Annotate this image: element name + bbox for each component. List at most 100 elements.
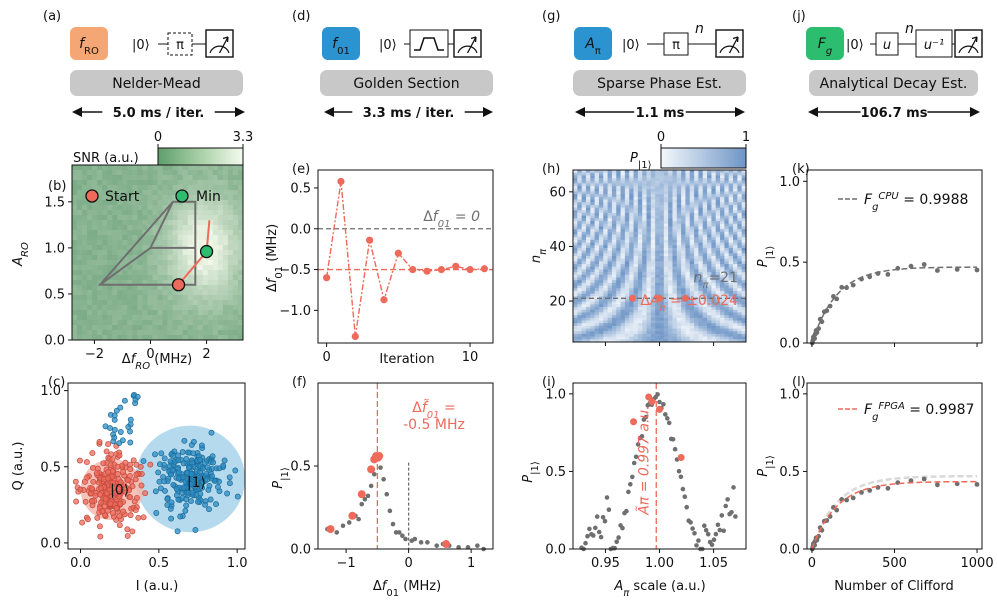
heatmap-cell [212, 305, 219, 311]
sample-point-gray [614, 539, 619, 545]
heatmap-cell [82, 305, 88, 311]
heatmap-cell [655, 328, 660, 332]
iq-point-one [198, 442, 205, 449]
heatmap-cell [142, 245, 148, 251]
heatmap-cell [92, 270, 98, 276]
heatmap-cell [77, 290, 83, 296]
heatmap-cell [573, 309, 578, 313]
heatmap-cell [637, 333, 643, 338]
heatmap-cell [737, 178, 743, 182]
heatmap-cell [685, 280, 691, 284]
x-tick-label: 1.00 [645, 556, 674, 571]
heatmap-cell [655, 172, 660, 176]
heatmap-cell [672, 269, 678, 273]
heatmap-cell [590, 204, 596, 209]
heatmap-cell [77, 300, 83, 306]
heatmap-cell [607, 207, 613, 211]
heatmap-cell [650, 301, 656, 305]
heatmap-cell [177, 180, 184, 186]
heatmap-cell [702, 266, 708, 270]
heatmap-cell [207, 295, 214, 301]
iq-point-one [162, 487, 168, 494]
heatmap-cell [167, 250, 173, 256]
heatmap-cell [685, 223, 691, 227]
heatmap-cell [672, 170, 678, 174]
heatmap-cell [590, 202, 596, 206]
heatmap-cell [650, 250, 656, 254]
heatmap-cell [607, 183, 613, 187]
heatmap-cell [577, 237, 583, 241]
sample-point-gray [711, 537, 717, 542]
heatmap-cell [603, 331, 608, 335]
heatmap-cell [92, 240, 98, 246]
heatmap-cell [603, 172, 608, 176]
heatmap-cell [659, 242, 665, 246]
heatmap-cell [685, 320, 691, 324]
heatmap-cell [152, 310, 158, 316]
heatmap-cell [92, 320, 98, 326]
heatmap-cell [737, 320, 743, 324]
heatmap-cell [237, 240, 244, 246]
heatmap-cell [162, 230, 168, 236]
heatmap-cell [137, 330, 143, 336]
heatmap-cell [616, 247, 621, 252]
iq-point-zero [72, 478, 79, 485]
heatmap-cell [650, 325, 656, 329]
heatmap-cell [620, 285, 626, 289]
heatmap-cell [681, 223, 686, 227]
heatmap-cell [715, 320, 721, 324]
heatmap-cell [681, 196, 686, 200]
heatmap-cell [650, 199, 656, 203]
heatmap-cell [207, 235, 214, 241]
iq-point-one [111, 434, 118, 441]
heatmap-cell [715, 226, 721, 230]
heatmap-cell [659, 180, 665, 184]
heatmap-cell [650, 290, 656, 295]
heatmap-cell [702, 170, 708, 174]
iq-point-one [173, 486, 180, 492]
heatmap-cell [92, 210, 98, 216]
heatmap-cell [720, 234, 725, 238]
heatmap-cell [162, 315, 168, 321]
heatmap-cell [112, 310, 118, 316]
heatmap-cell [585, 175, 591, 179]
heatmap-cell [637, 170, 643, 174]
heatmap-cell [728, 239, 734, 243]
iteration-point [337, 177, 345, 186]
heatmap-cell [698, 307, 704, 311]
iq-point-zero [109, 456, 116, 463]
heatmap-cell [694, 207, 699, 211]
heatmap-cell [702, 221, 708, 225]
heatmap-cell [707, 299, 712, 303]
heatmap-cell [707, 264, 712, 268]
heatmap-cell [681, 256, 686, 260]
heatmap-cell [720, 317, 725, 321]
sample-point-gray [390, 521, 396, 527]
heatmap-cell [137, 265, 143, 271]
heatmap-cell [698, 282, 704, 286]
clifford-point [935, 268, 940, 273]
heatmap-cell [698, 288, 704, 292]
heatmap-cell [711, 282, 717, 286]
heatmap-cell [707, 239, 712, 243]
heatmap-cell [132, 250, 138, 256]
heatmap-cell [577, 229, 583, 233]
heatmap-cell [577, 234, 583, 238]
heatmap-cell [237, 335, 244, 341]
sample-point-gray [702, 523, 707, 528]
heatmap-cell [172, 330, 179, 336]
heatmap-cell [573, 325, 578, 329]
heatmap-cell [122, 220, 128, 226]
heatmap-cell [594, 221, 600, 225]
heatmap-cell [741, 312, 747, 316]
heatmap-cell [624, 170, 630, 174]
heatmap-cell [689, 172, 695, 176]
heatmap-cell [197, 290, 204, 296]
heatmap-cell [733, 333, 738, 338]
heatmap-cell [624, 242, 630, 246]
heatmap-cell [707, 245, 712, 249]
heatmap-cell [728, 328, 734, 332]
heatmap-cell [698, 277, 704, 281]
heatmap-cell [724, 223, 730, 227]
heatmap-cell [177, 185, 184, 191]
